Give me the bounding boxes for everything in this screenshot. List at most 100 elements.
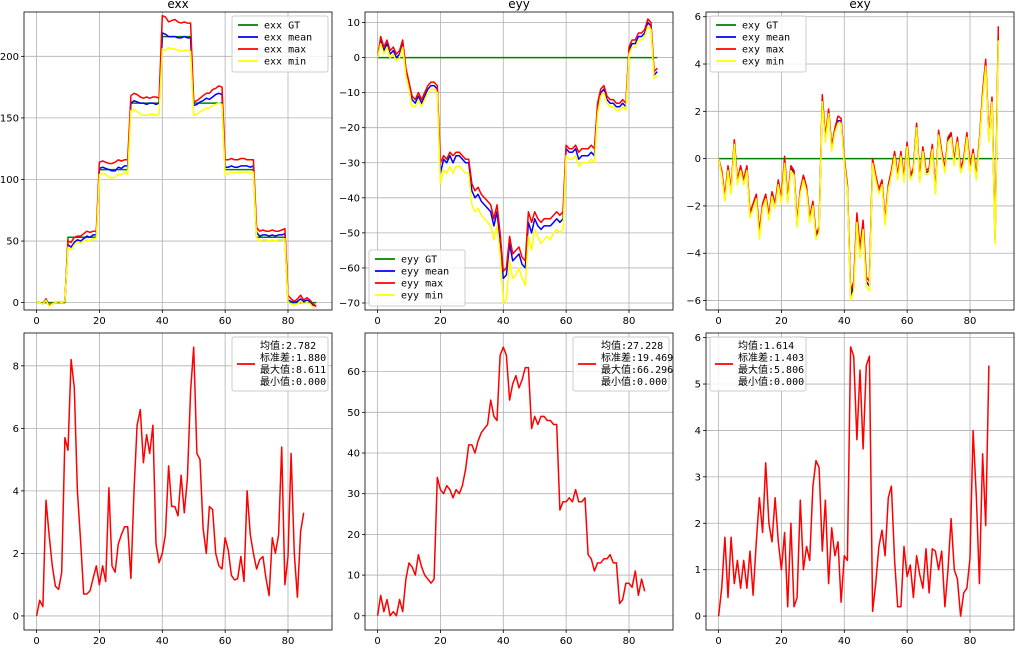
y-tick-label: 2 (695, 519, 701, 530)
plot-frame (705, 11, 1015, 311)
y-tick-label: 4 (13, 486, 19, 497)
legend-label: eyy GT (401, 255, 437, 266)
chart-panel-4: 0 20 40 60 80 0 2 4 6 8 均值:2.782标准差:1.880最大值:8.611… (13, 332, 333, 647)
series-line-exx-max (36, 14, 317, 307)
stats-line: 最大值:5.806 (738, 363, 804, 376)
x-tick-label: 80 (282, 316, 295, 327)
y-tick-label: −2 (686, 201, 701, 212)
x-tick-label: 0 (33, 316, 39, 327)
x-tick-label: 20 (93, 316, 106, 327)
legend-label: exy GT (742, 21, 778, 32)
x-tick-label: 40 (497, 636, 510, 647)
series-line-eyy-min (376, 25, 658, 304)
legend-label: exx min (264, 57, 306, 68)
y-tick-label: −10 (339, 88, 360, 99)
y-tick-label: 5 (695, 380, 701, 391)
x-tick-label: 40 (156, 636, 169, 647)
y-tick-label: −40 (339, 193, 360, 204)
legend-label: eyy max (401, 279, 443, 290)
legend-label: exy mean (742, 33, 790, 44)
y-tick-label: 1 (695, 565, 701, 576)
y-tick-label: 4 (695, 426, 701, 437)
x-tick-label: 60 (219, 316, 232, 327)
series-line-exx-min (36, 46, 317, 309)
y-tick-label: 60 (347, 367, 360, 378)
x-tick-label: 80 (964, 636, 977, 647)
series-line-exy-mean (717, 35, 1000, 297)
stats-line: 标准差:1.403 (738, 351, 804, 364)
y-tick-label: 10 (347, 571, 360, 582)
y-tick-label: −60 (339, 263, 360, 274)
y-tick-label: −6 (686, 296, 701, 307)
legend-label: exy min (742, 57, 784, 68)
y-tick-label: −4 (686, 249, 701, 260)
stats-box (231, 336, 329, 392)
grid (365, 333, 673, 630)
x-tick-label: 80 (282, 636, 295, 647)
x-tick-label: 20 (775, 636, 788, 647)
y-tick-label: 50 (347, 408, 360, 419)
x-tick-label: 0 (33, 636, 39, 647)
y-tick-label: −70 (339, 298, 360, 309)
y-tick-label: 20 (347, 530, 360, 541)
x-tick-label: 0 (715, 636, 721, 647)
y-tick-label: −30 (339, 158, 360, 169)
legend-label: exx max (264, 45, 306, 56)
y-tick-label: 0 (354, 611, 360, 622)
y-tick-label: 0 (13, 611, 19, 622)
stats-line: 最大值:8.611 (260, 363, 326, 376)
legend-label: eyy min (401, 291, 443, 302)
y-tick-label: −20 (339, 123, 360, 134)
chart-title: exy (849, 0, 870, 11)
plot-frame (364, 11, 674, 311)
series-line-error (35, 346, 305, 617)
stats-line: 最大值:66.296 (601, 363, 673, 376)
y-tick-label: 10 (347, 18, 360, 29)
x-tick-label: 40 (156, 316, 169, 327)
y-tick-label: 8 (13, 361, 19, 372)
stats-line: 均值:1.614 (738, 339, 794, 352)
plot-frame (23, 11, 333, 311)
y-tick-label: 3 (695, 472, 701, 483)
series-line-exx-GT (36, 35, 317, 304)
series-line-error (376, 346, 646, 617)
stats-box (572, 336, 670, 392)
legend-box (709, 15, 807, 73)
y-tick-label: 2 (695, 107, 701, 118)
x-tick-label: 60 (560, 316, 573, 327)
series-group (376, 346, 646, 617)
y-tick-label: 100 (0, 175, 19, 186)
stats-line: 最小值:0.000 (738, 375, 804, 388)
x-tick-label: 0 (715, 316, 721, 327)
stats-line: 标准差:1.880 (260, 351, 326, 364)
x-tick-label: 80 (623, 636, 636, 647)
chart-title: exx (167, 0, 188, 11)
chart-panel-6: 0 20 40 60 80 0 1 2 3 4 5 6 均值:1.614标准差:1.403最大值:5.8… (695, 332, 1015, 647)
stats-box (709, 336, 807, 392)
series-group (36, 14, 317, 309)
series-group (376, 18, 658, 304)
plot-frame (705, 332, 1015, 631)
x-tick-label: 40 (497, 316, 510, 327)
legend-box (368, 249, 466, 307)
legend-box (231, 15, 329, 73)
stats-line: 最小值:0.000 (260, 375, 326, 388)
y-tick-label: 40 (347, 449, 360, 460)
legend-label: exx GT (264, 21, 300, 32)
series-line-eyy-mean (376, 21, 658, 280)
ticks: 0 20 40 60 80 0 10 20 30 40 50 60 (347, 367, 635, 647)
y-tick-label: 6 (695, 12, 701, 23)
y-tick-label: 30 (347, 489, 360, 500)
legend-label: exx mean (264, 33, 312, 44)
x-tick-label: 80 (623, 316, 636, 327)
series-line-eyy-max (376, 18, 658, 273)
y-tick-label: −50 (339, 228, 360, 239)
x-tick-label: 20 (434, 636, 447, 647)
